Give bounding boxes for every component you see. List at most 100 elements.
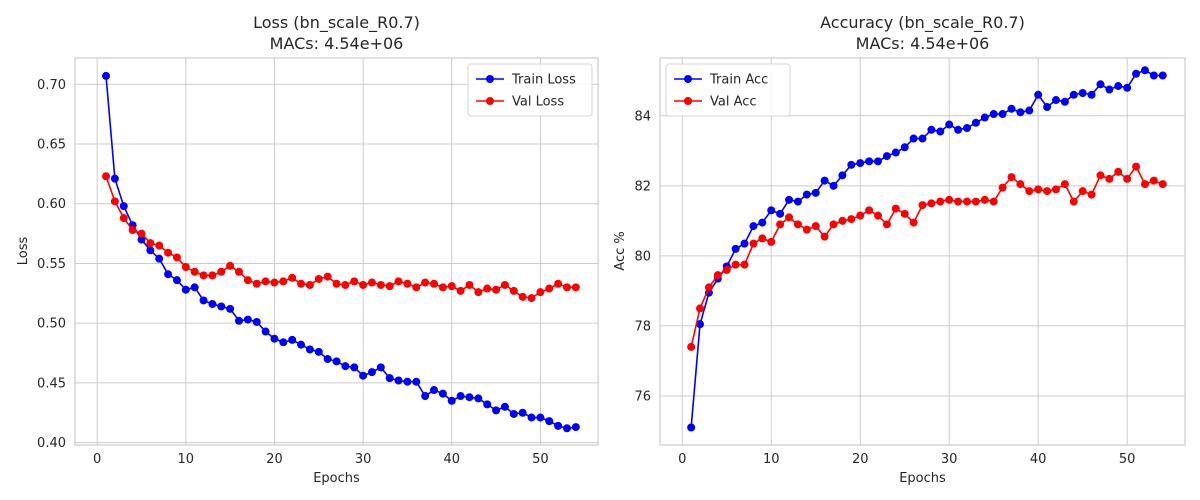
train-loss-point: [385, 374, 394, 383]
val-loss-point: [554, 279, 563, 288]
loss-chart-subtitle: MACs: 4.54e+06: [270, 34, 404, 53]
val-loss-point: [172, 253, 181, 262]
val-acc-point: [704, 283, 713, 292]
train-loss-point: [199, 296, 208, 305]
val-loss-point: [110, 197, 119, 206]
train-loss-point: [545, 417, 554, 426]
val-acc-point: [927, 199, 936, 208]
train-acc-point: [989, 110, 998, 119]
val-loss-point: [261, 277, 270, 286]
loss-y-tick-label: 0.50: [37, 317, 66, 332]
train-acc-point: [1149, 71, 1158, 80]
train-loss-point: [394, 376, 403, 385]
train-acc-point: [811, 188, 820, 197]
train-acc-point: [865, 157, 874, 166]
train-loss-point: [341, 362, 350, 371]
train-loss-point: [155, 254, 164, 263]
val-loss-series: [102, 172, 580, 303]
train-loss-point: [110, 174, 119, 183]
train-acc-point: [820, 176, 829, 185]
accuracy-plot-area: [660, 58, 1185, 445]
val-loss-point: [341, 280, 350, 289]
val-loss-point: [146, 239, 155, 248]
val-loss-point: [474, 288, 483, 297]
loss-x-tick-label: 40: [443, 452, 460, 467]
val-loss-point: [527, 294, 536, 303]
train-acc-point: [882, 152, 891, 161]
val-acc-point: [989, 197, 998, 206]
train-loss-point: [261, 327, 270, 336]
val-acc-point: [936, 197, 945, 206]
train-acc-point: [838, 171, 847, 180]
val-loss-point: [270, 278, 279, 287]
val-acc-point: [1016, 180, 1025, 189]
train-loss-point: [172, 276, 181, 285]
train-loss-point: [438, 389, 447, 398]
accuracy-chart-subtitle: MACs: 4.54e+06: [856, 34, 990, 53]
train-loss-point: [137, 235, 146, 244]
train-loss-point: [119, 202, 128, 211]
train-loss-point: [297, 340, 306, 349]
val-loss-point: [483, 284, 492, 293]
loss-plot-area: [75, 58, 598, 445]
train-loss-point: [447, 396, 456, 405]
train-loss-point: [164, 270, 173, 279]
val-loss-point: [252, 279, 261, 288]
train-loss-legend-marker: [486, 75, 494, 83]
val-acc-point: [749, 239, 758, 248]
train-acc-point: [954, 125, 963, 134]
loss-y-tick-label: 0.40: [37, 436, 66, 451]
val-acc-series: [687, 162, 1167, 351]
val-acc-point: [971, 197, 980, 206]
train-acc-point: [936, 127, 945, 136]
train-acc-point: [1007, 104, 1016, 113]
train-loss-point: [527, 413, 536, 422]
train-acc-point: [847, 160, 856, 169]
val-acc-point: [891, 204, 900, 213]
train-loss-point: [332, 357, 341, 366]
train-loss-point: [500, 402, 509, 411]
train-loss-point: [509, 409, 518, 418]
val-acc-point: [696, 304, 705, 313]
val-loss-point: [438, 283, 447, 292]
val-acc-point: [1060, 180, 1069, 189]
train-acc-point: [971, 118, 980, 127]
train-acc-point: [1158, 71, 1167, 80]
train-acc-point: [874, 157, 883, 166]
train-loss-point: [403, 377, 412, 386]
train-loss-point: [367, 368, 376, 377]
train-loss-point: [412, 377, 421, 386]
val-acc-point: [918, 201, 927, 210]
val-acc-point: [909, 218, 918, 227]
val-acc-point: [1114, 167, 1123, 176]
val-loss-point: [314, 274, 323, 283]
val-loss-point: [376, 280, 385, 289]
val-acc-point: [1096, 171, 1105, 180]
val-acc-point: [954, 197, 963, 206]
val-acc-point: [1105, 174, 1114, 183]
val-loss-point: [199, 271, 208, 280]
train-acc-point: [1025, 106, 1034, 115]
train-acc-point: [909, 134, 918, 143]
val-loss-point: [305, 280, 314, 289]
val-acc-point: [1025, 187, 1034, 196]
train-acc-point: [945, 120, 954, 129]
val-loss-point: [394, 277, 403, 286]
val-loss-point: [288, 273, 297, 282]
train-loss-series: [102, 71, 580, 433]
val-loss-point: [279, 277, 288, 286]
train-loss-point: [146, 246, 155, 255]
val-loss-point: [385, 282, 394, 291]
train-acc-point: [1087, 90, 1096, 99]
val-loss-point: [208, 271, 217, 280]
loss-y-axis-label: Loss: [16, 237, 31, 266]
loss-x-tick-label: 20: [266, 452, 283, 467]
loss-x-tick-label: 30: [355, 452, 372, 467]
val-acc-point: [1069, 197, 1078, 206]
train-acc-point: [1016, 108, 1025, 117]
val-acc-point: [945, 195, 954, 204]
train-loss-point: [305, 345, 314, 354]
val-loss-point: [164, 248, 173, 257]
loss-y-tick-label: 0.70: [37, 78, 66, 93]
val-acc-point: [776, 220, 785, 229]
